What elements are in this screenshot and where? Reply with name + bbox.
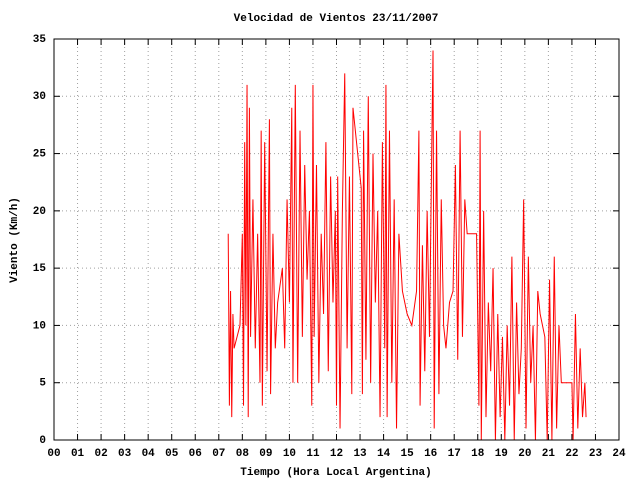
x-tick-label: 11 bbox=[306, 448, 320, 460]
x-tick-label: 17 bbox=[448, 448, 461, 460]
x-tick-label: 02 bbox=[94, 448, 107, 460]
y-tick-label: 10 bbox=[33, 320, 46, 332]
x-tick-label: 15 bbox=[401, 448, 415, 460]
x-tick-label: 06 bbox=[189, 448, 202, 460]
x-tick-label: 13 bbox=[353, 448, 367, 460]
y-tick-label: 25 bbox=[33, 148, 47, 160]
x-tick-label: 10 bbox=[283, 448, 296, 460]
x-tick-label: 21 bbox=[542, 448, 556, 460]
y-tick-label: 0 bbox=[39, 435, 46, 447]
x-tick-label: 24 bbox=[612, 448, 626, 460]
plot-frame bbox=[53, 38, 620, 441]
chart-title: Velocidad de Vientos 23/11/2007 bbox=[234, 13, 439, 25]
x-tick-label: 12 bbox=[330, 448, 343, 460]
x-tick-label: 01 bbox=[71, 448, 85, 460]
wind-line bbox=[227, 50, 587, 441]
y-tick-label: 35 bbox=[33, 34, 47, 46]
y-axis-label: Viento (Km/h) bbox=[9, 197, 21, 283]
x-tick-label: 16 bbox=[424, 448, 437, 460]
x-axis-label: Tiempo (Hora Local Argentina) bbox=[240, 467, 431, 479]
x-tick-label: 09 bbox=[259, 448, 272, 460]
x-tick-label: 22 bbox=[565, 448, 578, 460]
y-tick-label: 20 bbox=[33, 206, 46, 218]
x-tick-label: 03 bbox=[118, 448, 132, 460]
x-tick-label: 00 bbox=[47, 448, 60, 460]
x-tick-label: 05 bbox=[165, 448, 179, 460]
x-tick-label: 08 bbox=[236, 448, 250, 460]
x-tick-label: 18 bbox=[471, 448, 485, 460]
x-tick-label: 23 bbox=[589, 448, 603, 460]
x-tick-label: 19 bbox=[495, 448, 508, 460]
y-tick-label: 15 bbox=[33, 263, 47, 275]
y-tick-label: 5 bbox=[39, 378, 46, 390]
x-tick-label: 04 bbox=[142, 448, 156, 460]
x-tick-label: 14 bbox=[377, 448, 391, 460]
x-tick-label: 20 bbox=[518, 448, 531, 460]
x-tick-label: 07 bbox=[212, 448, 225, 460]
y-tick-label: 30 bbox=[33, 91, 46, 103]
